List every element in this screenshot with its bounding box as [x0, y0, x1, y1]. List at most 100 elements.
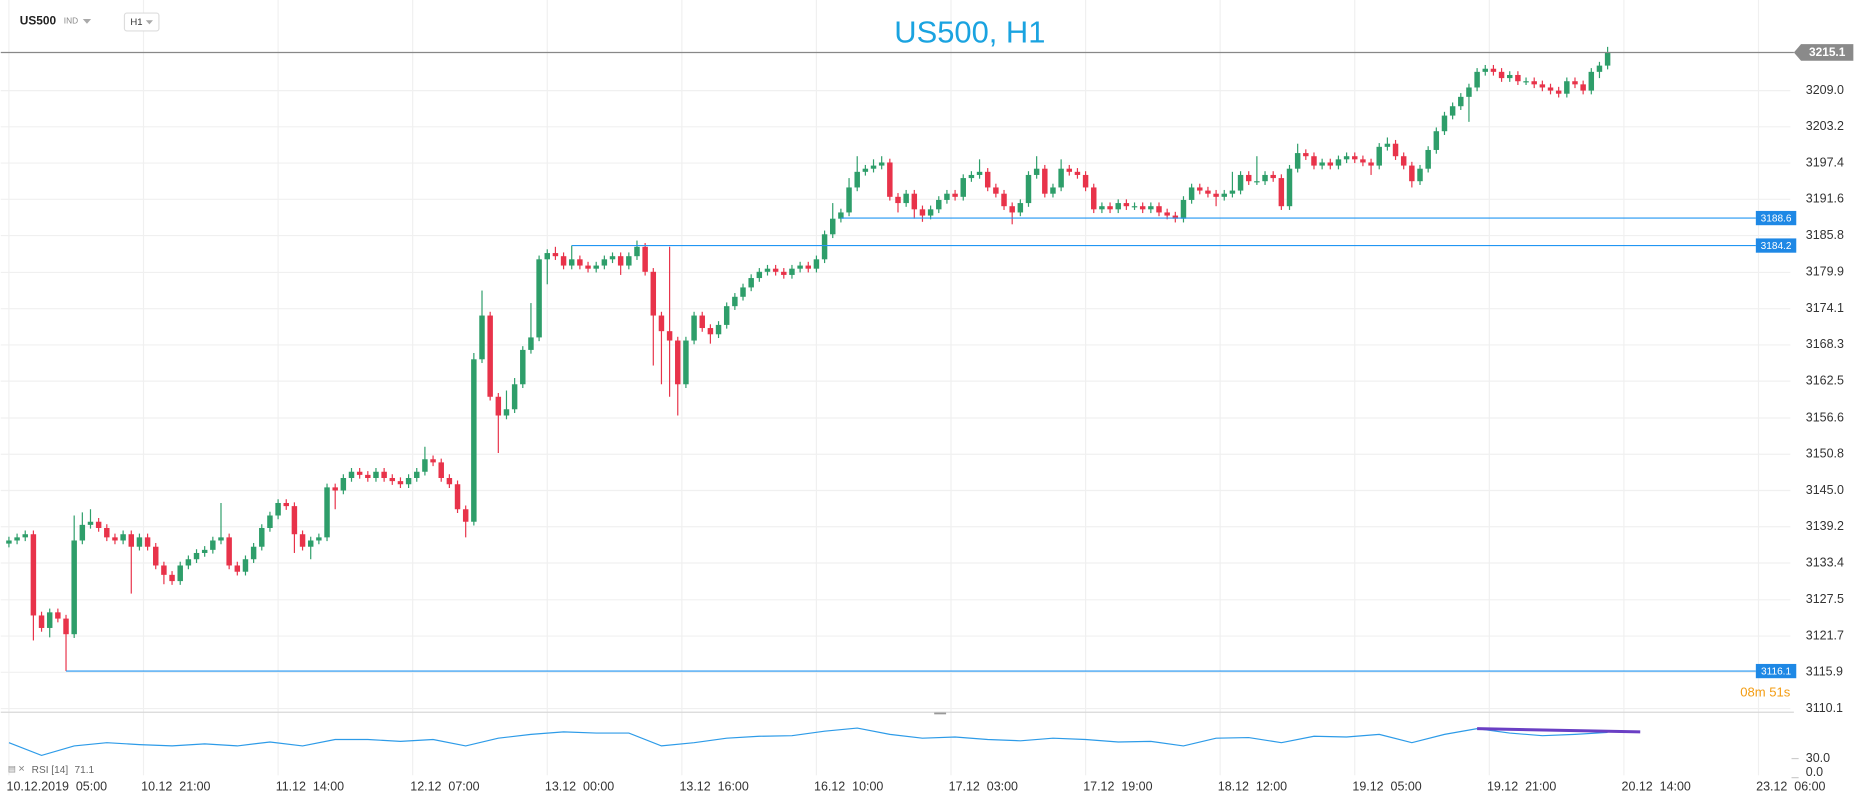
x-tick-label: 19.12 05:00 [1352, 779, 1421, 793]
candle-body [1343, 156, 1350, 160]
candle-body [1254, 181, 1260, 183]
candle-body [1531, 81, 1537, 85]
level-label-box [1755, 210, 1797, 226]
candle-body [772, 268, 779, 272]
y-tick-label: 3197.4 [1806, 155, 1844, 169]
candle-body [642, 246, 648, 272]
chart-title: US500, H1 [894, 15, 1045, 50]
candle-body [854, 171, 860, 188]
candle-body [1360, 159, 1366, 163]
candle-body [968, 174, 975, 179]
candle-body [1025, 174, 1032, 204]
grid [0, 0, 1791, 776]
candle-body [242, 559, 249, 572]
candle-body [1392, 143, 1399, 157]
candle-body [666, 331, 673, 341]
timeframe[interactable]: H1 [130, 17, 142, 28]
candle-body [960, 178, 966, 197]
candle-body [1490, 68, 1497, 72]
candle-body [104, 527, 110, 538]
candle-body [1400, 156, 1407, 166]
candle-body [1425, 149, 1431, 169]
candle-body [1449, 106, 1456, 116]
candle-body [210, 540, 216, 550]
candle-body [919, 209, 926, 216]
candle-body [1547, 87, 1554, 91]
candle-body [1441, 115, 1448, 132]
candle-body [1376, 146, 1382, 166]
candle-body [177, 565, 183, 582]
candle-body [1319, 162, 1325, 166]
candle-body [446, 477, 453, 485]
candle-body [1523, 81, 1529, 83]
candle-body [936, 199, 942, 210]
candle-body [169, 574, 175, 582]
rsi-icons[interactable]: ▤ ✕ [8, 764, 25, 774]
y-tick-label: 3150.8 [1806, 447, 1844, 461]
candle-body [560, 256, 567, 266]
candle-body [1017, 203, 1024, 213]
x-tick-label: 20.12 14:00 [1622, 779, 1691, 793]
candle-body [365, 474, 371, 478]
candle-body [520, 349, 526, 385]
candle-body [1474, 71, 1480, 88]
candle-body [324, 487, 330, 538]
candle-body [1352, 156, 1358, 160]
candle-body [993, 187, 999, 194]
candle-body [1066, 168, 1073, 172]
candle-body [1506, 74, 1513, 79]
candle-body [495, 396, 502, 416]
candle-body [1286, 168, 1293, 207]
candle-body [291, 506, 298, 535]
x-tick-label: 10.12.2019 05:00 [7, 779, 108, 793]
y-tick-label: 3139.2 [1806, 519, 1844, 533]
y-tick-label: 3156.6 [1806, 410, 1844, 424]
rsi-label: RSI [14] [32, 765, 69, 776]
candle-body [1466, 87, 1472, 97]
candle-body [267, 515, 273, 528]
candle-body [887, 162, 893, 197]
x-tick-label: 23.12 06:00 [1756, 779, 1825, 793]
candle-body [1498, 71, 1505, 79]
candle-body [1009, 206, 1015, 213]
candle-body [332, 487, 338, 491]
candle-body [805, 265, 812, 269]
y-tick-label: 3209.0 [1806, 83, 1844, 97]
rsi-tick-label: 0.0 [1806, 765, 1823, 779]
current-price-label: 3215.1 [1809, 45, 1846, 59]
candle-body [544, 253, 550, 260]
candle-body [454, 484, 461, 510]
candle-body [1091, 187, 1097, 210]
candle-body [585, 265, 591, 269]
rsi-line [8, 727, 1608, 757]
candle-body [218, 537, 224, 541]
candle-body [577, 259, 583, 266]
candle-body [1539, 84, 1546, 88]
x-tick-label: 16.12 10:00 [814, 779, 883, 793]
candle-body [764, 268, 771, 272]
candle-body [911, 193, 918, 210]
candle-body [609, 256, 616, 260]
candle-body [153, 546, 159, 566]
timeframe-button[interactable] [123, 12, 160, 32]
candle-body [144, 537, 151, 547]
symbol[interactable]: US500 [20, 14, 57, 28]
rsi-trendline [1477, 727, 1641, 734]
candle-body [95, 521, 102, 528]
candle-body [846, 187, 852, 213]
candle-body [275, 502, 281, 516]
candle-body [723, 306, 730, 325]
x-tick-label: 13.12 00:00 [545, 779, 614, 793]
candle-body [438, 462, 444, 478]
candle-body [715, 324, 722, 335]
candle-body [748, 278, 754, 288]
dropdown-arrow[interactable] [82, 19, 92, 24]
candle-body [201, 549, 208, 553]
y-tick-label: 3133.4 [1806, 555, 1844, 569]
candle-body [30, 534, 37, 616]
x-tick-label: 19.12 21:00 [1487, 779, 1556, 793]
candle-body [1555, 90, 1562, 94]
candle-body [487, 315, 493, 397]
y-tick-label: 3115.9 [1806, 665, 1843, 679]
candle-body [1572, 81, 1578, 85]
